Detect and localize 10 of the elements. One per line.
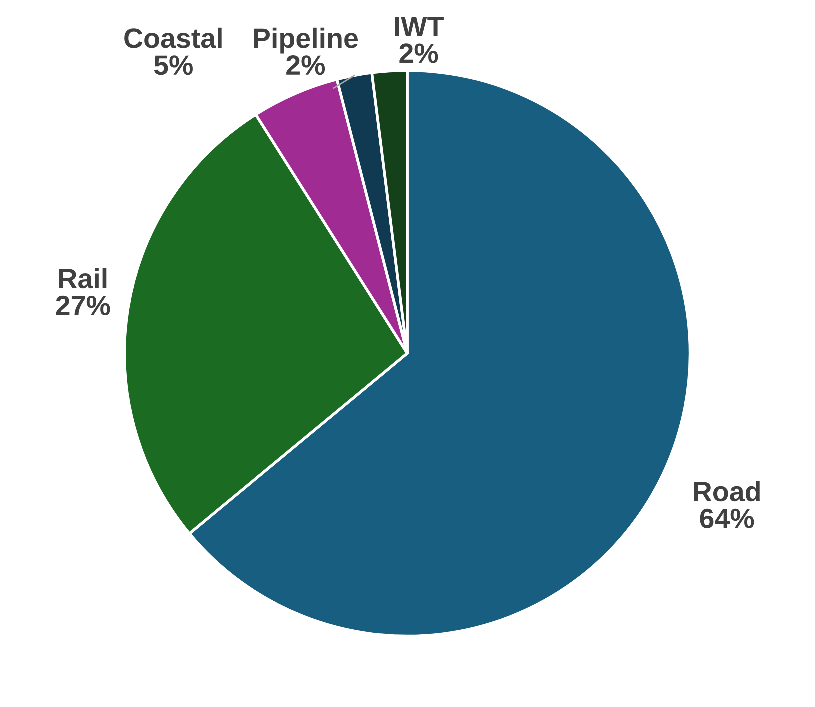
slice-label: Coastal [124,28,222,48]
data-label: 5% [154,56,193,76]
slice-label: Pipeline [254,28,358,54]
slice-label: Rail [60,268,107,289]
slice-label: Road [694,481,760,502]
data-label: 27% [56,296,110,316]
data-label: 2% [286,56,326,76]
slice-label: IWT [395,17,444,36]
data-label: 2% [400,44,438,64]
data-label: 64% [700,508,754,529]
